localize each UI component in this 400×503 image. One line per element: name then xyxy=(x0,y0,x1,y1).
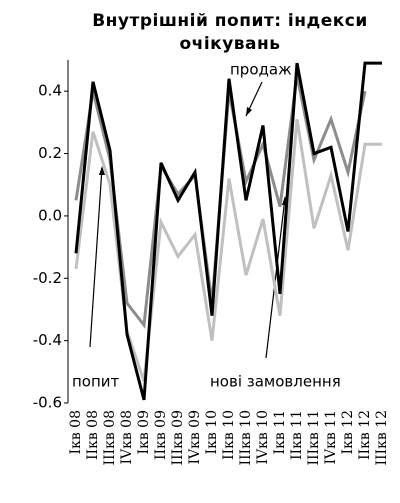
arrow xyxy=(89,167,103,348)
series-line xyxy=(74,61,382,401)
x-tick-label: IIIкв 09 xyxy=(170,410,186,466)
x-tick-label: Iкв 10 xyxy=(204,410,220,454)
x-tick-label: IVкв 09 xyxy=(187,410,203,465)
arrow-head xyxy=(246,107,252,116)
annotation: попит xyxy=(72,373,120,391)
x-tick-label: IIIкв 11 xyxy=(306,410,322,466)
x-tick-label: Iкв 09 xyxy=(136,410,152,454)
annotation: продаж xyxy=(230,61,292,79)
x-tick-label: Iкв 08 xyxy=(68,410,84,454)
arrow xyxy=(265,197,286,359)
x-tick-label: IIIкв 12 xyxy=(374,410,390,466)
arrow-head xyxy=(99,166,105,175)
x-tick-label: IIIкв 08 xyxy=(102,410,118,466)
chart-title: Внутрішній попит: індекси очікувань xyxy=(92,11,368,54)
x-tick-label: IIIкв 10 xyxy=(238,410,254,466)
x-tick-label: IIкв 12 xyxy=(357,410,373,460)
y-tick-label: -0.6 xyxy=(33,394,62,412)
y-tick-label: -0.4 xyxy=(33,331,62,349)
x-tick-label: IIкв 10 xyxy=(221,410,237,460)
y-tick-label: 0.2 xyxy=(38,144,62,162)
x-tick-label: IIкв 11 xyxy=(289,410,305,460)
annotation: нові замовлення xyxy=(210,373,341,391)
x-tick-label: IVкв 11 xyxy=(323,410,339,465)
x-tick-label: Iкв 11 xyxy=(272,410,288,454)
x-tick-label: Iкв 12 xyxy=(340,410,356,454)
y-tick-label: 0.4 xyxy=(38,82,62,100)
x-tick-label: IIкв 09 xyxy=(153,410,169,460)
x-tick-label: IVкв 08 xyxy=(119,410,135,465)
x-tick-label: IIкв 08 xyxy=(85,410,101,460)
y-tick-label: -0.2 xyxy=(33,269,62,287)
x-tick-label: IVкв 10 xyxy=(255,410,271,465)
y-tick-label: 0.0 xyxy=(38,206,62,224)
